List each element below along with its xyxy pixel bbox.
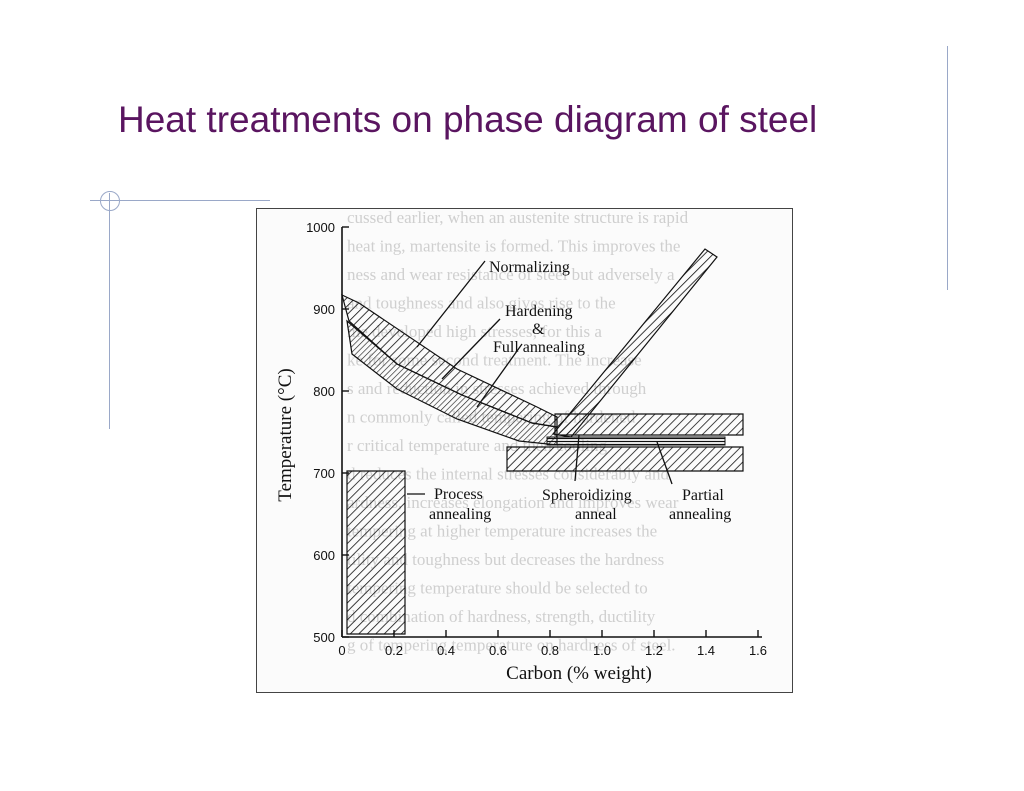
slide-circle-ornament: [100, 191, 120, 211]
y-tick-1000: 1000: [306, 220, 335, 235]
x-tick-0.6: 0.6: [489, 643, 507, 658]
spheroidizing-band: [546, 436, 726, 446]
x-tick-0.8: 0.8: [541, 643, 559, 658]
y-tick-600: 600: [313, 548, 335, 563]
ghost-text-line: g of tempering temperature on hardness o…: [347, 636, 676, 655]
leader-lines: [407, 260, 673, 495]
x-tick-marks: [341, 630, 759, 637]
ghost-text-line: tempering temperature should be selected…: [347, 579, 648, 598]
phase-diagram-svg: cussed earlier, when an austenite struct…: [275, 209, 767, 684]
ghost-text-line: ness and wear resistance of steel but ad…: [347, 265, 675, 284]
ghost-text-line: ardness, increases elongation and improv…: [347, 493, 679, 512]
label-partial: Partial: [682, 487, 724, 504]
x-tick-1.6: 1.6: [749, 643, 767, 658]
y-tick-500: 500: [313, 630, 335, 645]
y-tick-700: 700: [313, 466, 335, 481]
slide-horizontal-line: [90, 200, 270, 201]
ghost-text-line: heat ing, martensite is formed. This imp…: [347, 237, 680, 256]
x-tick-0.2: 0.2: [385, 643, 403, 658]
label-spheroidizing: Spheroidizing: [542, 487, 632, 504]
ghost-text-line: cussed earlier, when an austenite struct…: [347, 209, 689, 227]
label-anneal: anneal: [575, 506, 617, 523]
label-normalizing: Normalizing: [489, 259, 570, 276]
x-tick-0.4: 0.4: [437, 643, 455, 658]
label-partial-annealing: annealing: [669, 506, 731, 523]
hardening-band-right: [554, 413, 744, 436]
y-axis-title: Temperature (°C): [275, 368, 296, 501]
label-process-annealing: annealing: [429, 506, 491, 523]
label-process: Process: [434, 486, 483, 503]
ghost-text-line: and toughness and also gives rise to the: [347, 294, 616, 313]
slide-vertical-line-left: [109, 193, 110, 429]
slide-title: Heat treatments on phase diagram of stee…: [118, 99, 818, 140]
x-tick-1.2: 1.2: [645, 643, 663, 658]
y-tick-800: 800: [313, 384, 335, 399]
x-tick-1.4: 1.4: [697, 643, 715, 658]
ghost-text-line: me developed high stresses; for this a: [347, 322, 602, 341]
slide-vertical-line-right: [947, 46, 948, 290]
ghost-text-line: tempering at higher temperature increase…: [347, 522, 657, 541]
acm-line-band: [551, 248, 718, 438]
process-annealing-region: [346, 470, 406, 635]
label-hardening: Hardening: [505, 303, 573, 320]
partial-annealing-band: [506, 446, 744, 472]
y-tick-900: 900: [313, 302, 335, 317]
x-axis-title: Carbon (% weight): [506, 663, 652, 684]
x-tick-1.0: 1.0: [593, 643, 611, 658]
label-full-annealing: Full annealing: [493, 339, 585, 356]
ghost-text-line: d combination of hardness, strength, duc…: [347, 607, 656, 626]
label-ampersand: &: [532, 321, 545, 338]
x-tick-0: 0: [338, 643, 345, 658]
ghost-text-line: tility and toughness but decreases the h…: [347, 550, 664, 569]
y-tick-marks: [342, 226, 349, 638]
phase-diagram-figure: cussed earlier, when an austenite struct…: [256, 208, 793, 693]
